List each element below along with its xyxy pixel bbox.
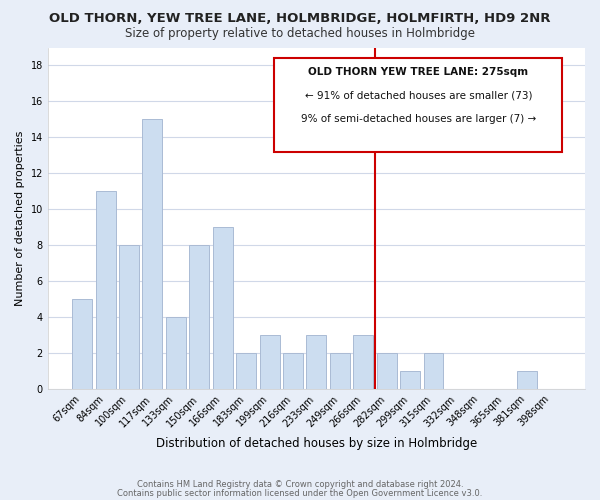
Text: Size of property relative to detached houses in Holmbridge: Size of property relative to detached ho…	[125, 28, 475, 40]
Bar	[236, 353, 256, 389]
Bar	[400, 371, 420, 389]
Bar	[353, 335, 373, 389]
Text: OLD THORN, YEW TREE LANE, HOLMBRIDGE, HOLMFIRTH, HD9 2NR: OLD THORN, YEW TREE LANE, HOLMBRIDGE, HO…	[49, 12, 551, 26]
Y-axis label: Number of detached properties: Number of detached properties	[15, 130, 25, 306]
Text: ← 91% of detached houses are smaller (73): ← 91% of detached houses are smaller (73…	[305, 90, 532, 101]
Bar	[119, 245, 139, 389]
FancyBboxPatch shape	[274, 58, 562, 152]
Bar	[95, 191, 116, 389]
Bar	[377, 353, 397, 389]
Bar	[424, 353, 443, 389]
Bar	[517, 371, 537, 389]
Bar	[213, 227, 233, 389]
Text: Contains HM Land Registry data © Crown copyright and database right 2024.: Contains HM Land Registry data © Crown c…	[137, 480, 463, 489]
Bar	[330, 353, 350, 389]
Bar	[72, 299, 92, 389]
Bar	[260, 335, 280, 389]
Text: OLD THORN YEW TREE LANE: 275sqm: OLD THORN YEW TREE LANE: 275sqm	[308, 68, 529, 78]
Bar	[283, 353, 303, 389]
Text: 9% of semi-detached houses are larger (7) →: 9% of semi-detached houses are larger (7…	[301, 114, 536, 124]
Text: Contains public sector information licensed under the Open Government Licence v3: Contains public sector information licen…	[118, 488, 482, 498]
Bar	[142, 120, 163, 389]
X-axis label: Distribution of detached houses by size in Holmbridge: Distribution of detached houses by size …	[156, 437, 477, 450]
Bar	[190, 245, 209, 389]
Bar	[166, 317, 186, 389]
Bar	[307, 335, 326, 389]
